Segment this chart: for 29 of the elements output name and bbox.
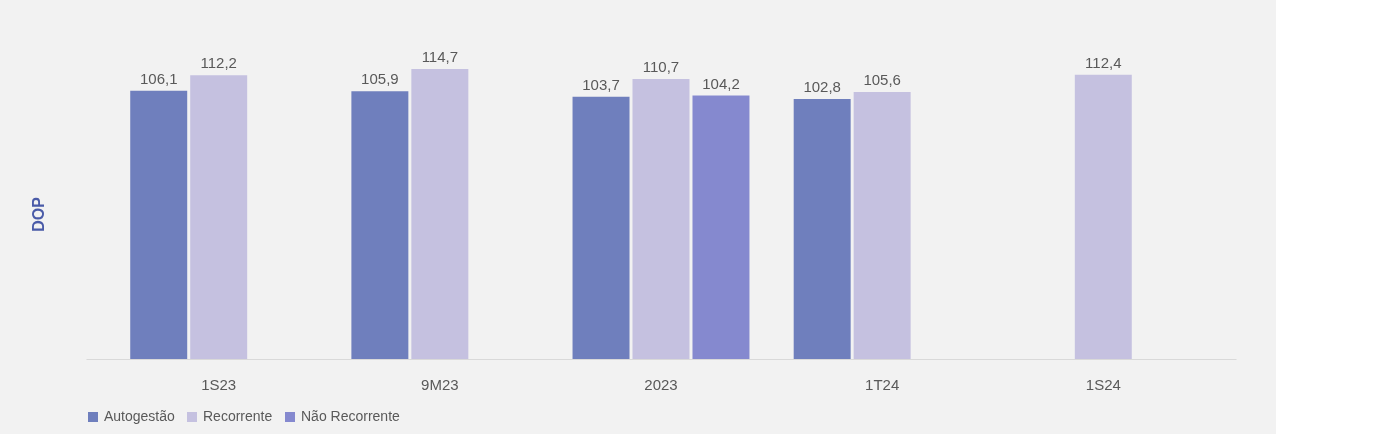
data-label: 102,8 bbox=[803, 78, 841, 96]
bar bbox=[351, 91, 409, 359]
data-label: 105,9 bbox=[361, 70, 399, 88]
bar bbox=[572, 96, 630, 359]
bar bbox=[1074, 74, 1132, 359]
data-label: 105,6 bbox=[863, 71, 901, 89]
data-label: 104,2 bbox=[702, 74, 740, 92]
legend-label: Não Recorrente bbox=[301, 408, 401, 424]
bar bbox=[130, 90, 188, 359]
bar bbox=[411, 69, 469, 359]
legend-label: Recorrente bbox=[203, 408, 273, 424]
legend-label: Autogestão bbox=[104, 408, 176, 424]
bar bbox=[632, 79, 690, 359]
x-tick-label: 9M23 bbox=[421, 375, 459, 393]
x-tick-label: 1S23 bbox=[201, 375, 237, 393]
data-label: 114,7 bbox=[421, 48, 459, 65]
bar bbox=[190, 75, 248, 359]
x-tick-label: 1T24 bbox=[865, 375, 900, 393]
data-label: 110,7 bbox=[642, 58, 680, 76]
data-label: 112,4 bbox=[1085, 53, 1122, 71]
x-tick-label: 1S24 bbox=[1085, 375, 1121, 393]
bar bbox=[853, 92, 911, 359]
y-axis-title: DOP bbox=[29, 196, 47, 232]
bar bbox=[692, 95, 750, 359]
data-label: 103,7 bbox=[582, 75, 620, 93]
bar bbox=[793, 99, 851, 359]
data-label: 106,1 bbox=[139, 69, 178, 87]
x-tick-label: 2023 bbox=[644, 375, 678, 393]
data-label: 112,2 bbox=[200, 54, 237, 72]
